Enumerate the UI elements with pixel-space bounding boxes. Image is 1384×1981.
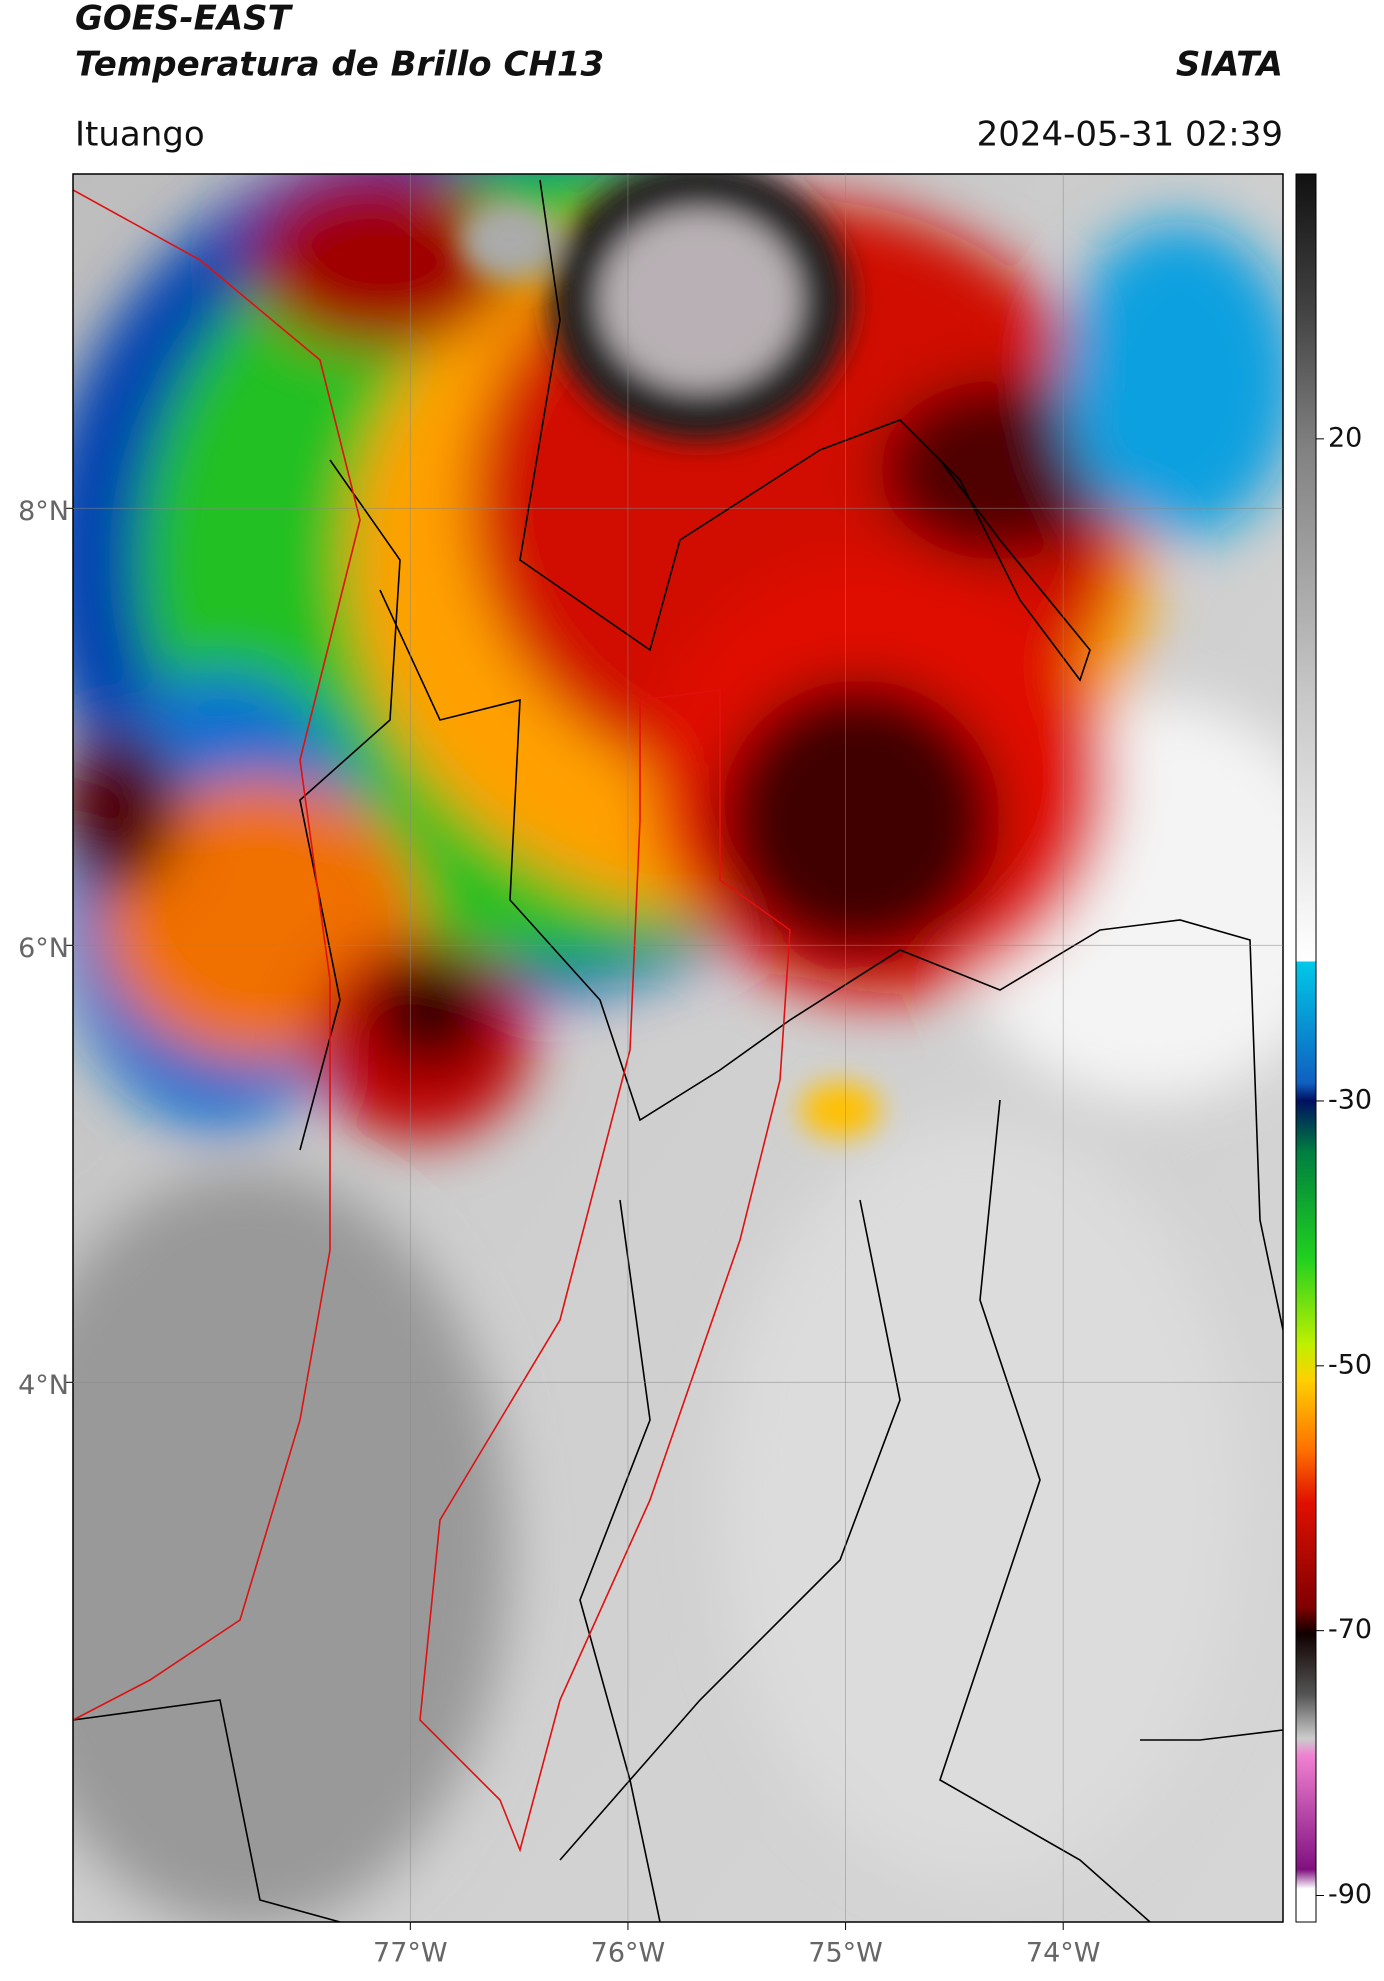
colorbar-tick-label: -50	[1328, 1349, 1372, 1380]
colorbar-tick-label: 20	[1328, 422, 1362, 453]
subtitle: Temperatura de Brillo CH13	[75, 45, 604, 85]
y-tick-label: 8°N	[18, 496, 69, 527]
x-tick-label: 76°W	[591, 1938, 666, 1969]
title: GOES-EAST	[75, 0, 294, 39]
location: Ituango	[75, 115, 205, 155]
x-tick-label: 74°W	[1026, 1938, 1101, 1969]
datetime: 2024-05-31 02:39	[977, 115, 1283, 155]
colorbar	[1295, 173, 1317, 1923]
y-tick-label: 4°N	[18, 1370, 69, 1401]
colorbar-tick-label: -30	[1328, 1084, 1372, 1115]
source: SIATA	[1176, 45, 1283, 85]
colorbar-tick-label: -90	[1328, 1879, 1372, 1910]
x-tick-label: 77°W	[373, 1938, 448, 1969]
satellite-image	[73, 174, 1283, 1922]
map-frame	[72, 173, 1284, 1923]
y-tick-label: 6°N	[18, 933, 69, 964]
x-tick-label: 75°W	[808, 1938, 883, 1969]
colorbar-tick-label: -70	[1328, 1614, 1372, 1645]
